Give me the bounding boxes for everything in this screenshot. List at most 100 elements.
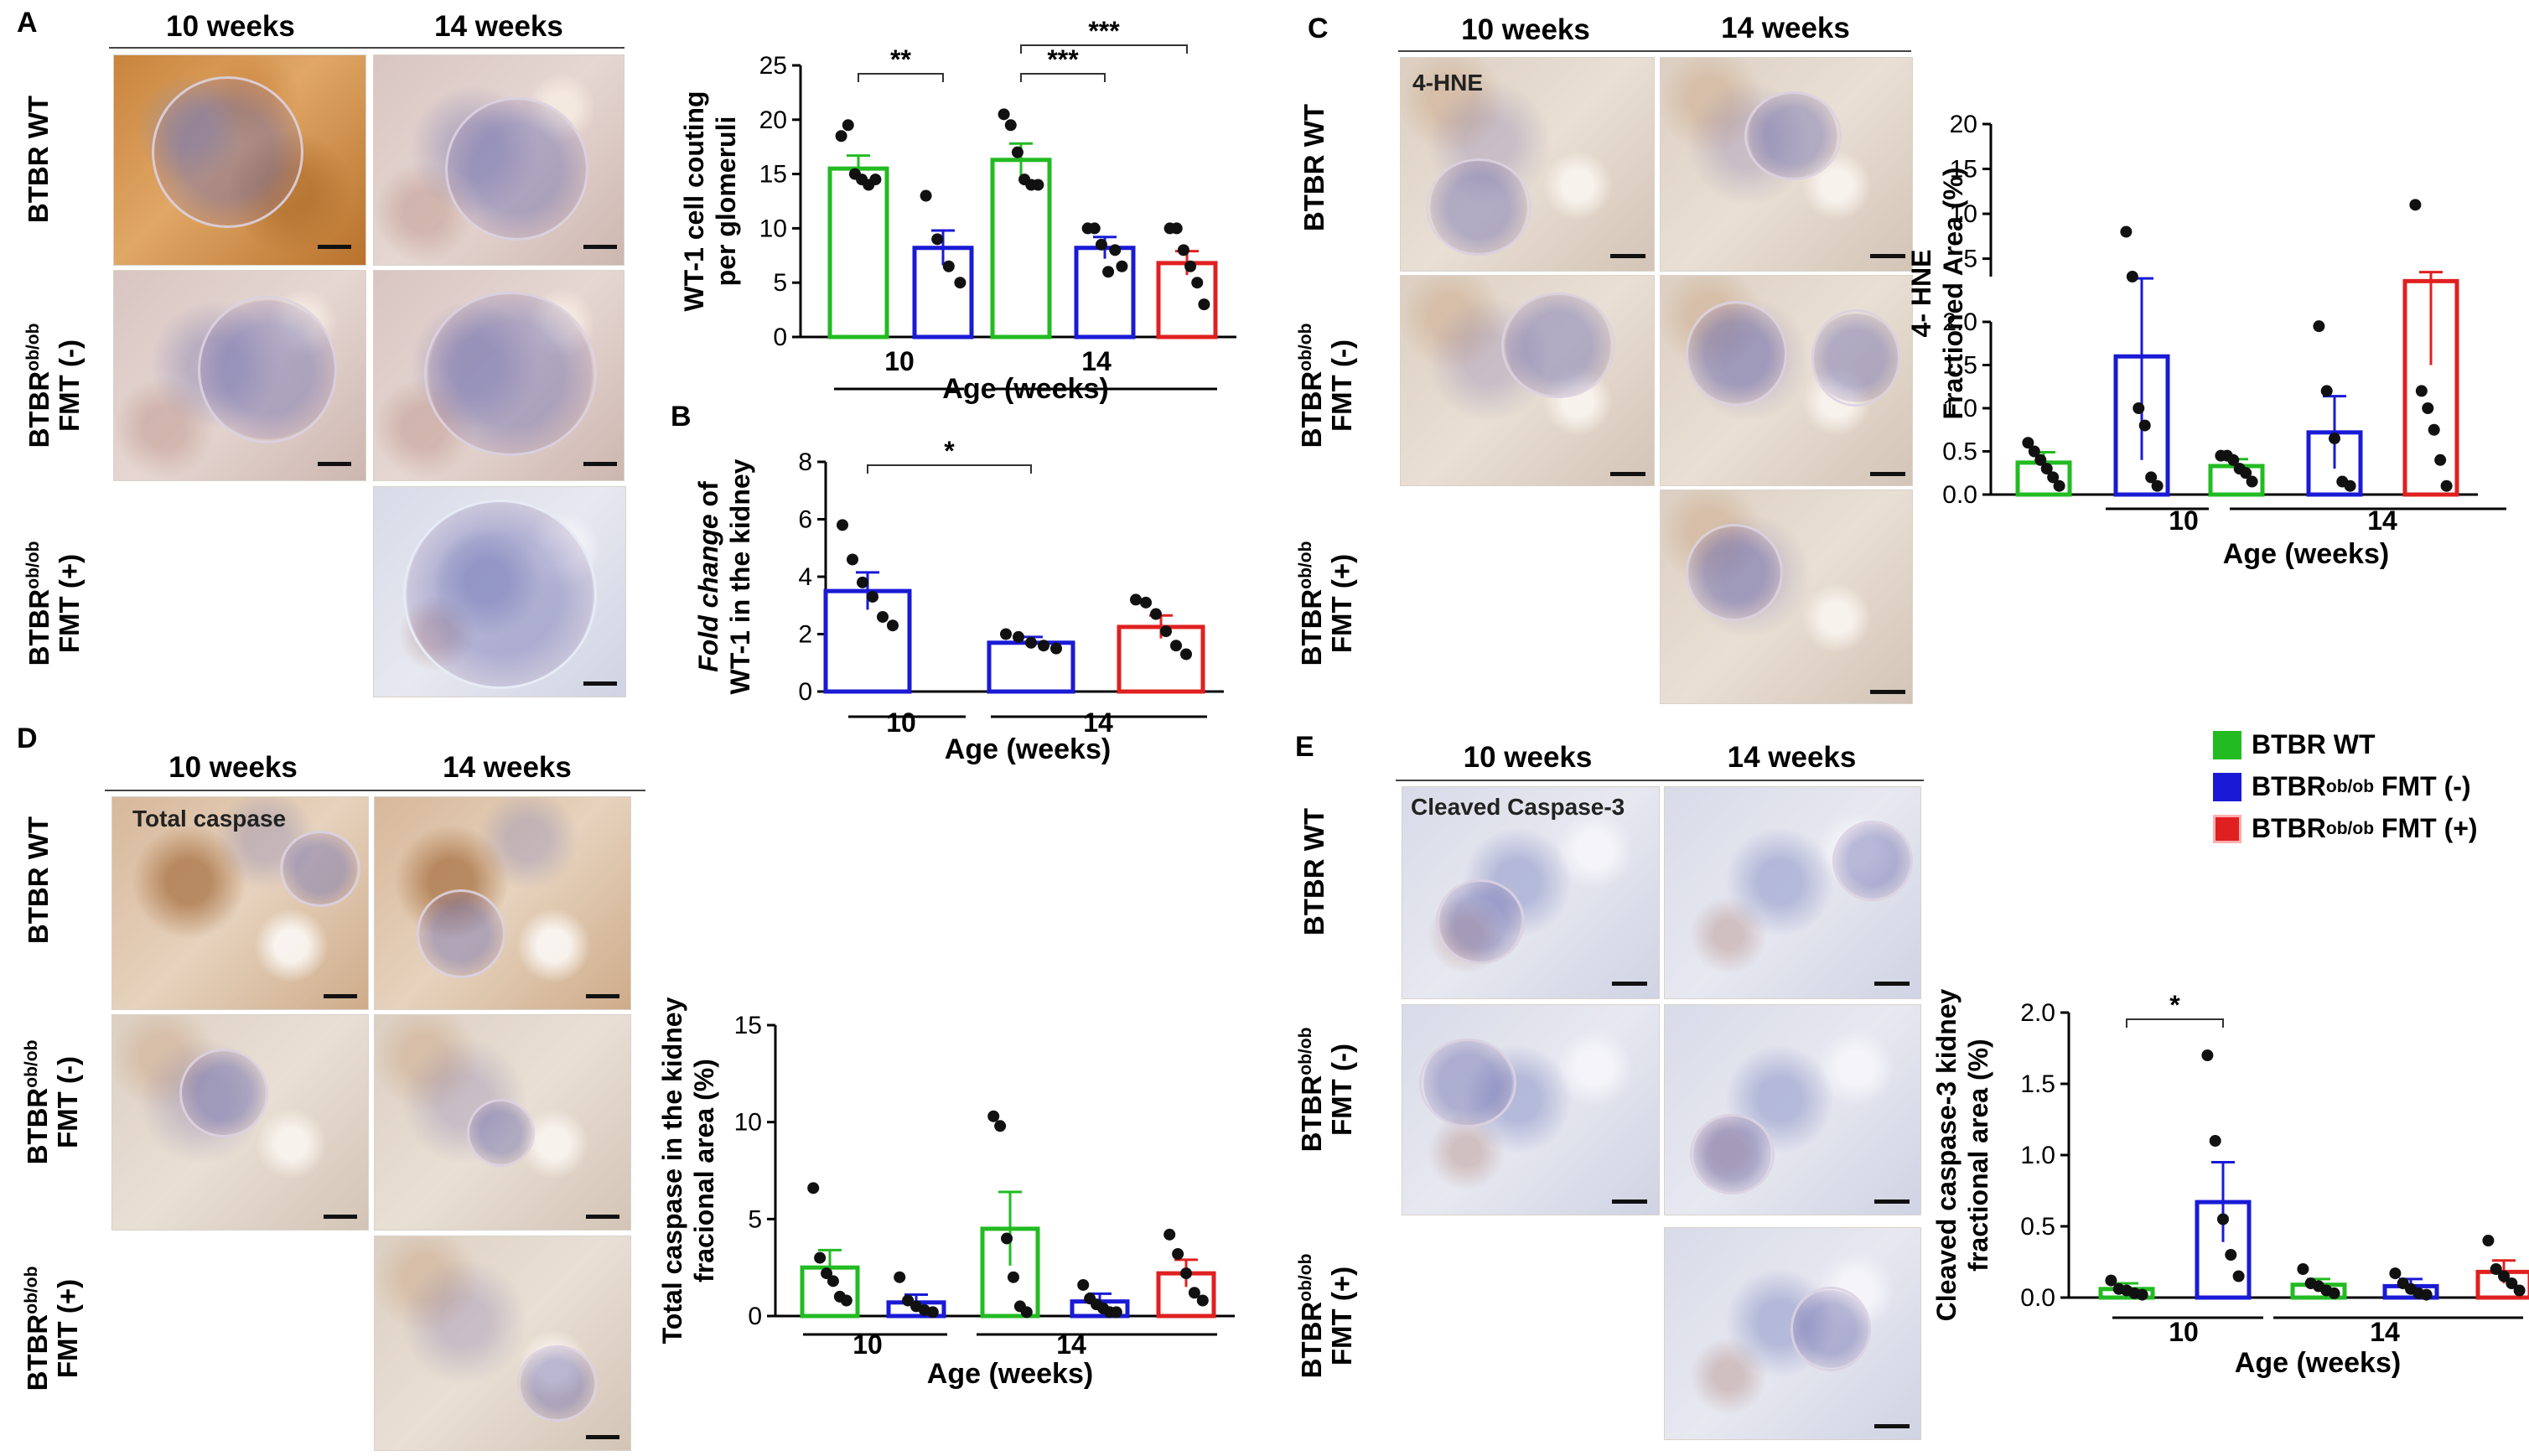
panel-a-header-rule [109, 47, 624, 49]
data-point [2428, 423, 2440, 436]
data-point [902, 1294, 915, 1307]
data-point [2227, 453, 2240, 466]
y-axis-label: fracional area (%) [689, 1059, 719, 1282]
micrograph-c-wt-14w [1660, 57, 1913, 272]
data-point [2225, 1249, 2237, 1261]
data-point [2105, 1274, 2117, 1287]
micrograph-e-fmtpos-14w [1664, 1227, 1921, 1440]
data-point [998, 108, 1010, 121]
data-point [1150, 608, 1162, 620]
data-point [987, 1110, 1000, 1122]
y-tick-label: 1.0 [1942, 395, 1977, 422]
panel-e-header-rule [1396, 780, 1924, 781]
micrograph-a-wt-10w [113, 54, 366, 266]
data-point [1140, 596, 1152, 609]
data-point [1180, 1267, 1192, 1280]
significance-label: *** [1047, 44, 1079, 75]
panel-d-col-10-weeks: 10 weeks [168, 751, 298, 784]
micrograph-d-fmtneg-14w [374, 1014, 631, 1231]
group-label: 14 [1083, 707, 1113, 738]
data-point [1007, 1271, 1019, 1283]
data-point [2138, 419, 2151, 432]
y-tick-label: 0 [748, 1303, 762, 1330]
data-point [1102, 266, 1115, 278]
micrograph-e-wt-14w [1664, 786, 1921, 999]
data-point [1191, 277, 1204, 289]
data-point [1110, 1306, 1122, 1319]
micrograph-e-fmtneg-14w [1664, 1004, 1921, 1215]
significance-label: ** [890, 44, 911, 75]
y-tick-label: 0 [773, 324, 787, 351]
data-point [1004, 119, 1017, 132]
y-tick-label: 2.0 [1942, 308, 1977, 336]
data-point [2506, 1277, 2518, 1289]
panel-letter-e: E [1295, 731, 1314, 763]
y-tick-label: 15 [734, 1012, 762, 1039]
data-point [1038, 640, 1049, 652]
data-point [1050, 642, 1062, 655]
significance-bracket [867, 464, 1032, 474]
y-tick-label: 15 [1950, 156, 1977, 184]
data-point [2022, 437, 2034, 449]
data-point [1172, 1247, 1184, 1260]
group-label: 14 [2367, 505, 2397, 536]
data-point [869, 174, 882, 186]
data-point [2415, 385, 2428, 397]
data-point [1177, 244, 1189, 256]
data-point [827, 1275, 839, 1288]
data-point [2344, 479, 2356, 492]
y-tick-label: 0.5 [2020, 1213, 2055, 1241]
data-point [2313, 320, 2325, 333]
group-label: 10 [2169, 505, 2199, 536]
data-point [1109, 244, 1122, 256]
data-point [1196, 1294, 1209, 1307]
micrograph-e-fmtneg-10w [1402, 1004, 1660, 1215]
x-axis-label: Age (weeks) [945, 733, 1111, 765]
significance-bracket [1020, 44, 1188, 54]
y-tick-label: 15 [759, 161, 787, 189]
y-tick-label: 20 [1950, 111, 1977, 138]
panel-e-col-14-weeks: 14 weeks [1727, 741, 1857, 774]
data-point [2145, 471, 2158, 484]
data-point [847, 553, 858, 566]
data-point [2422, 402, 2434, 414]
data-point [1088, 222, 1101, 235]
y-axis-label: Fold change of [693, 481, 723, 672]
data-point [2040, 463, 2053, 475]
data-point [1001, 1232, 1013, 1245]
legend-swatch-red [2213, 814, 2241, 843]
data-point [2209, 1135, 2221, 1147]
legend-swatch-blue [2213, 772, 2241, 801]
data-point [2136, 1288, 2148, 1301]
significance-bracket [858, 73, 944, 82]
y-tick-label: 5 [1963, 246, 1977, 273]
y-tick-label: 8 [798, 448, 812, 476]
data-point [1095, 238, 1107, 251]
significance-label: *** [1088, 16, 1120, 46]
y-tick-label: 1.5 [1942, 352, 1977, 380]
data-point [1013, 630, 1024, 643]
x-axis-label: Age (weeks) [942, 373, 1108, 405]
y-tick-label: 10 [1950, 200, 1977, 228]
data-point [1077, 1278, 1090, 1291]
y-tick-label: 25 [759, 52, 787, 80]
data-point [1160, 625, 1172, 638]
data-point [1025, 636, 1037, 649]
data-point [931, 233, 944, 246]
panel-letter-a: A [17, 7, 38, 39]
y-axis-label: fractional area (%) [1963, 1039, 1993, 1271]
data-point [2126, 271, 2138, 282]
panel-letter-d: D [17, 723, 38, 754]
data-point [835, 130, 847, 142]
data-point [2297, 1263, 2309, 1275]
data-point [1011, 146, 1024, 158]
data-point [2240, 467, 2252, 479]
panel-a-col-10-weeks: 10 weeks [166, 10, 295, 43]
y-tick-label: 5 [773, 269, 787, 297]
group-label: 10 [884, 346, 915, 376]
micrograph-d-fmtneg-10w [111, 1014, 369, 1231]
data-point [942, 260, 955, 272]
